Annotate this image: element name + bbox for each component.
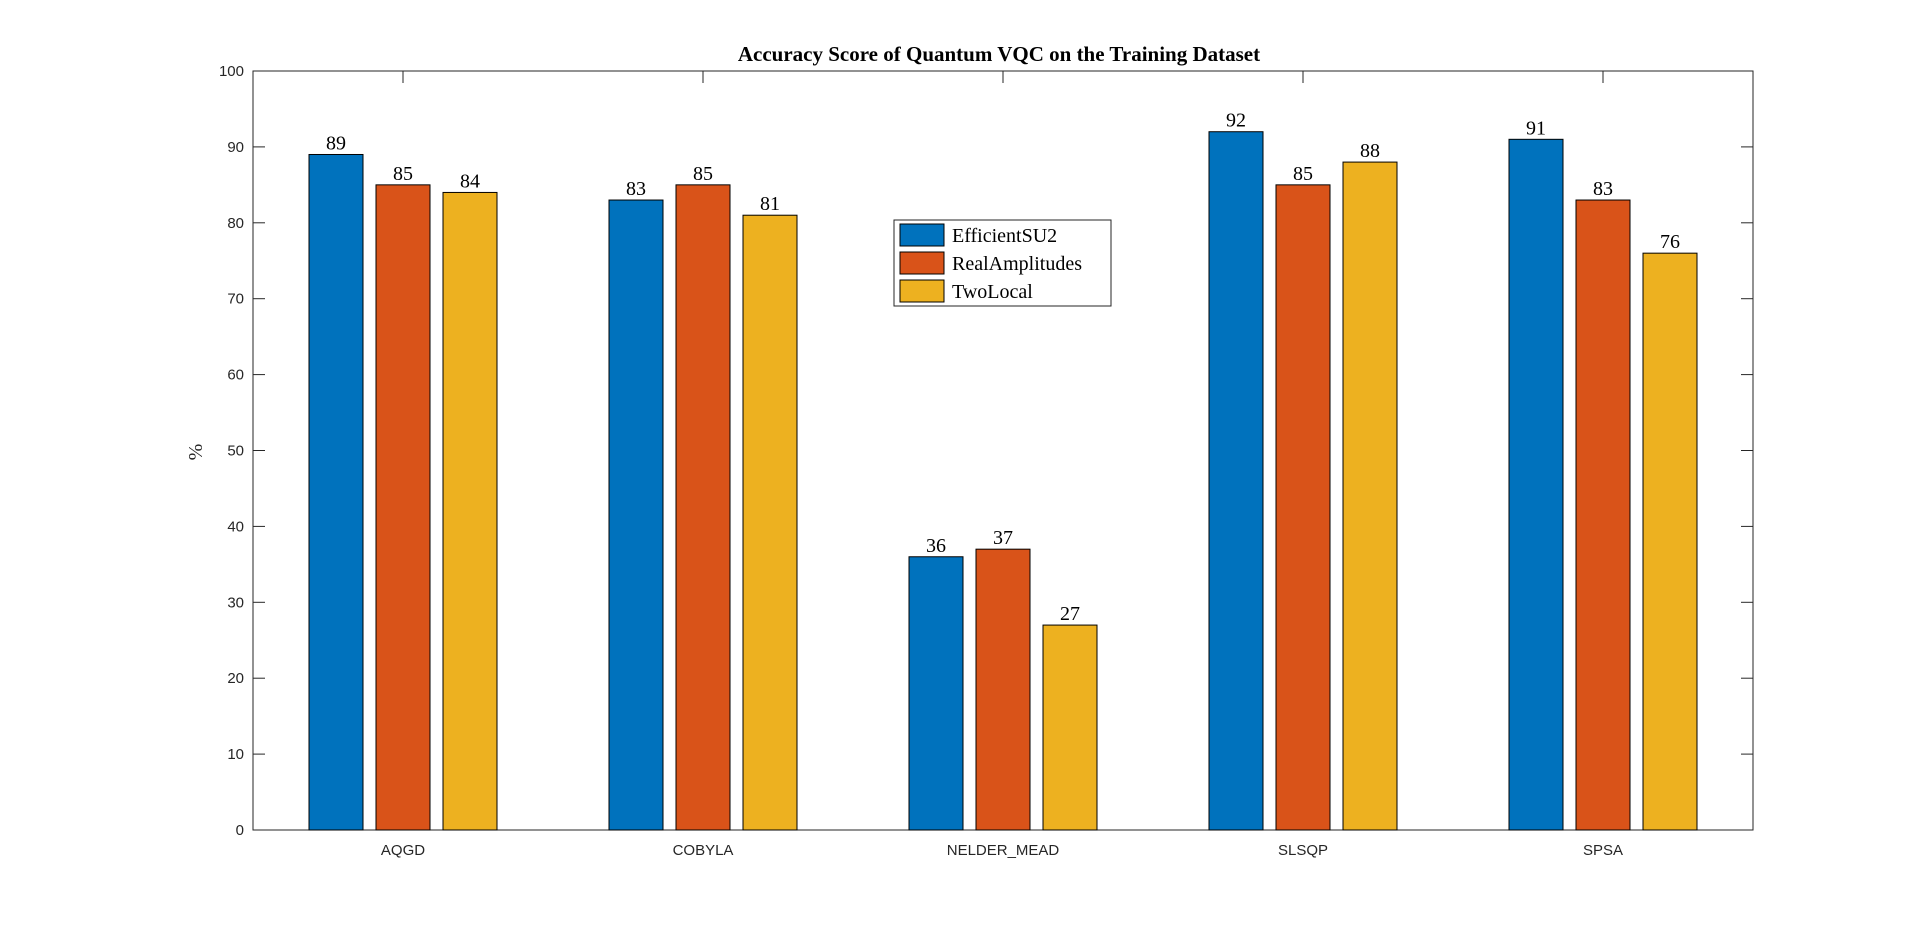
- bars: [308, 131, 1698, 831]
- bar-data-label: 27: [1060, 603, 1080, 625]
- bar: [1208, 131, 1264, 831]
- bar: [675, 184, 731, 831]
- bar-data-label: 91: [1526, 117, 1546, 139]
- bar: [1342, 161, 1398, 831]
- bar-data-label: 84: [460, 170, 480, 192]
- bar-data-label: 76: [1660, 231, 1680, 253]
- chart-title: Accuracy Score of Quantum VQC on the Tra…: [738, 42, 1260, 66]
- bar: [908, 556, 964, 831]
- bar-data-label: 85: [1293, 163, 1313, 185]
- legend-entry-label: TwoLocal: [952, 281, 1033, 303]
- bar: [1042, 624, 1098, 831]
- bar: [975, 548, 1031, 831]
- bar-data-label: 36: [926, 535, 946, 557]
- y-tick-label: 80: [227, 215, 244, 232]
- y-tick-label: 40: [227, 518, 244, 535]
- bar: [1275, 184, 1331, 831]
- bar: [608, 199, 664, 831]
- data-labels: 89 83 36 92 91 85 85 37 85 83 84 81 27 88 76: [326, 110, 1680, 625]
- legend-swatch: [899, 223, 945, 247]
- y-tick-label: 90: [227, 139, 244, 156]
- x-tick-label: SPSA: [1583, 842, 1623, 859]
- y-tick-label: 30: [227, 594, 244, 611]
- bar-data-label: 89: [326, 132, 346, 154]
- bar-data-label: 88: [1360, 140, 1380, 162]
- y-axis-label: %: [185, 444, 207, 461]
- bar: [375, 184, 431, 831]
- bar-data-label: 92: [1226, 110, 1246, 132]
- legend: EfficientSU2 RealAmplitudes TwoLocal: [893, 219, 1112, 307]
- bar: [742, 214, 798, 831]
- y-tick-label: 50: [227, 443, 244, 460]
- x-tick-label: SLSQP: [1278, 842, 1328, 859]
- y-tick-label: 100: [219, 63, 244, 80]
- legend-entry-label: EfficientSU2: [952, 225, 1057, 247]
- x-tick-label: AQGD: [381, 842, 425, 859]
- bar-data-label: 85: [393, 163, 413, 185]
- bar: [1575, 199, 1631, 831]
- bar-data-label: 37: [993, 527, 1013, 549]
- y-tick-label: 0: [236, 822, 244, 839]
- bar-data-label: 85: [693, 163, 713, 185]
- bar: [308, 153, 364, 831]
- y-tick-label: 10: [227, 746, 244, 763]
- bar-data-label: 83: [626, 178, 646, 200]
- x-tick-label: NELDER_MEAD: [947, 842, 1060, 859]
- y-tick-label: 20: [227, 670, 244, 687]
- bar: [442, 191, 498, 831]
- legend-swatch: [899, 251, 945, 275]
- bar-data-label: 83: [1593, 178, 1613, 200]
- legend-swatch: [899, 279, 945, 303]
- x-tick-label: COBYLA: [673, 842, 734, 859]
- legend-entry-label: RealAmplitudes: [952, 253, 1082, 275]
- bar: [1508, 138, 1564, 831]
- bar-data-label: 81: [760, 193, 780, 215]
- bar: [1642, 252, 1698, 831]
- y-tick-label: 70: [227, 291, 244, 308]
- y-tick-label: 60: [227, 367, 244, 384]
